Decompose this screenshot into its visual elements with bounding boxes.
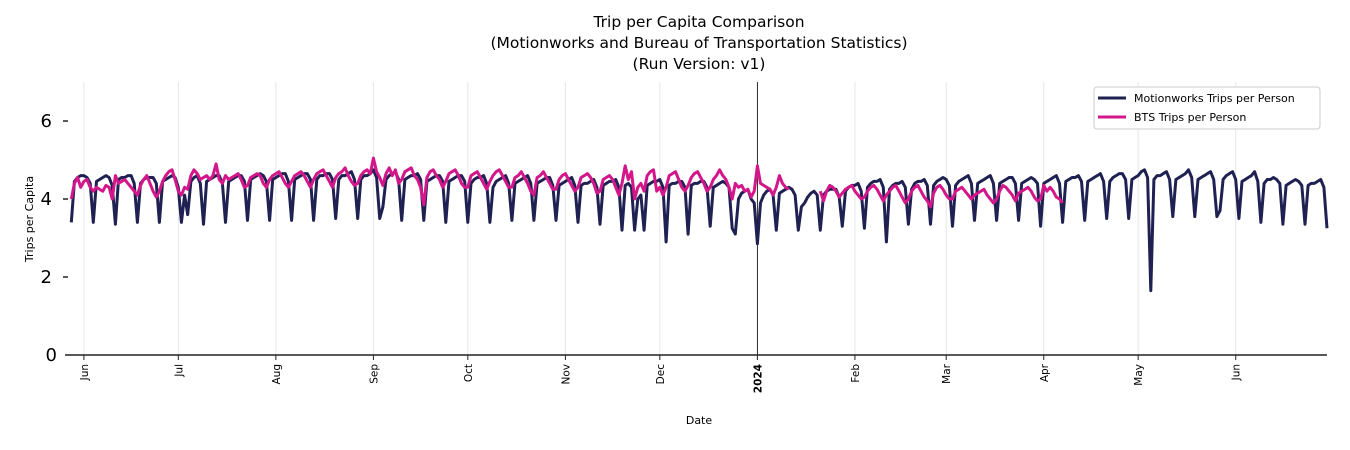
x-tick-label: Mar xyxy=(941,363,953,383)
title-line-2: (Motionworks and Bureau of Transportatio… xyxy=(490,34,907,52)
x-axis-label: Date xyxy=(686,414,713,427)
x-tick-label: Aug xyxy=(271,364,283,385)
series-lines xyxy=(69,156,1329,293)
x-tick-label: Oct xyxy=(463,364,475,382)
x-tick-label: Jun xyxy=(79,364,91,381)
y-axis-label: Trips per Capita xyxy=(23,176,36,263)
legend-label-bts: BTS Trips per Person xyxy=(1134,111,1246,124)
axes: Jun Jul Aug Sep Oct Nov Dec 2024 Feb Mar Apr May Jun… xyxy=(41,111,1327,393)
x-tick-label: Sep xyxy=(368,364,380,384)
y-tick-label: 0 xyxy=(46,345,57,366)
x-tick-label: Jun xyxy=(1231,364,1243,381)
y-tick-label: 2 xyxy=(41,267,52,288)
title-line-1: Trip per Capita Comparison xyxy=(592,13,804,31)
x-tick-label: Dec xyxy=(655,364,667,385)
legend-box xyxy=(1093,86,1321,130)
x-tick-label: Feb xyxy=(850,364,862,383)
legend: Motionworks Trips per Person BTS Trips p… xyxy=(1093,86,1321,130)
legend-label-motionworks: Motionworks Trips per Person xyxy=(1134,92,1295,105)
chart-title: Trip per Capita Comparison (Motionworks … xyxy=(490,13,907,73)
x-tick-label: 2024 xyxy=(752,364,764,393)
x-tick-label: Jul xyxy=(173,364,185,378)
x-tick-label: May xyxy=(1133,364,1145,386)
x-tick-label: Nov xyxy=(560,364,572,385)
x-tick-label: Apr xyxy=(1039,363,1051,382)
title-line-3: (Run Version: v1) xyxy=(633,55,766,73)
y-tick-label: 6 xyxy=(41,111,52,132)
series-line-bts xyxy=(69,156,1064,209)
y-tick-label: 4 xyxy=(41,189,52,210)
